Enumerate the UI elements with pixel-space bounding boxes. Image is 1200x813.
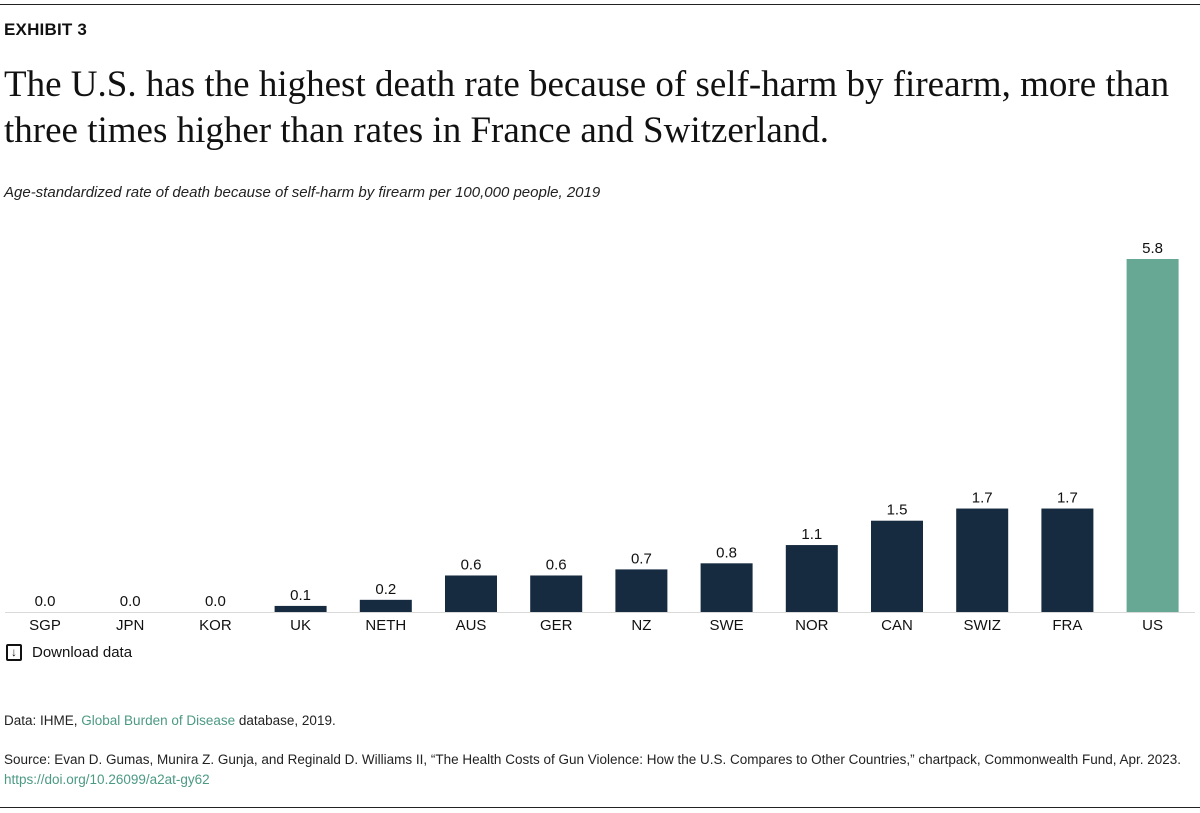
data-note-prefix: Data: IHME, xyxy=(4,713,82,728)
tick-label-fra: FRA xyxy=(1052,617,1082,634)
value-label-sgp: 0.0 xyxy=(35,593,56,610)
chart-subtitle: Age-standardized rate of death because o… xyxy=(4,184,601,201)
tick-label-nz: NZ xyxy=(631,617,651,634)
download-data-button[interactable]: ↓ Download data xyxy=(6,644,132,661)
tick-label-swe: SWE xyxy=(710,617,744,634)
bar-nz xyxy=(615,569,668,612)
value-label-aus: 0.6 xyxy=(461,556,482,573)
value-label-swiz: 1.7 xyxy=(972,490,993,507)
tick-label-neth: NETH xyxy=(365,617,406,634)
chart-title: The U.S. has the highest death rate beca… xyxy=(4,64,1170,151)
download-label: Download data xyxy=(32,644,133,661)
tick-label-can: CAN xyxy=(881,617,913,634)
tick-label-us: US xyxy=(1142,617,1163,634)
tick-label-kor: KOR xyxy=(199,617,232,634)
top-rule xyxy=(0,4,1200,5)
value-label-jpn: 0.0 xyxy=(120,593,141,610)
tick-label-aus: AUS xyxy=(456,617,487,634)
value-label-can: 1.5 xyxy=(887,502,908,519)
tick-label-ger: GER xyxy=(540,617,573,634)
value-label-swe: 0.8 xyxy=(716,544,737,561)
bar-nor xyxy=(785,545,838,612)
doi-link[interactable]: https://doi.org/10.26099/a2at-gy62 xyxy=(4,772,210,787)
tick-label-jpn: JPN xyxy=(116,617,144,634)
tick-label-uk: UK xyxy=(290,617,311,634)
tick-label-nor: NOR xyxy=(795,617,829,634)
value-label-us: 5.8 xyxy=(1142,240,1163,257)
bar-swiz xyxy=(956,508,1009,612)
bar-ger xyxy=(530,575,583,612)
bar-neth xyxy=(359,599,412,612)
value-label-neth: 0.2 xyxy=(375,581,396,598)
bar-aus xyxy=(445,575,497,612)
bar-chart: 0.0 SGP 0.0 JPN 0.0 KOR 0.1 UK 0.2 NETH 0.6 AUS 0.6 G… xyxy=(5,240,1195,634)
value-label-nz: 0.7 xyxy=(631,550,652,567)
bar-fra xyxy=(1041,508,1094,612)
gbd-link[interactable]: Global Burden of Disease xyxy=(81,713,236,728)
tick-label-sgp: SGP xyxy=(29,617,61,634)
value-label-uk: 0.1 xyxy=(290,587,311,604)
tick-label-swiz: SWIZ xyxy=(963,617,1001,634)
exhibit-label: EXHIBIT 3 xyxy=(4,20,88,39)
data-note-suffix: database, 2019. xyxy=(235,713,336,728)
download-icon: ↓ xyxy=(6,644,22,661)
bottom-rule xyxy=(0,807,1200,808)
value-label-kor: 0.0 xyxy=(205,593,226,610)
bar-us xyxy=(1126,259,1179,612)
value-label-fra: 1.7 xyxy=(1057,490,1078,507)
source-note: Source: Evan D. Gumas, Munira Z. Gunja, … xyxy=(4,750,1194,790)
data-note: Data: IHME, Global Burden of Disease dat… xyxy=(4,713,336,728)
value-label-ger: 0.6 xyxy=(546,556,567,573)
bar-uk xyxy=(274,605,327,612)
value-label-nor: 1.1 xyxy=(801,526,822,543)
bar-swe xyxy=(700,563,753,612)
bar-can xyxy=(871,520,923,612)
source-text: Source: Evan D. Gumas, Munira Z. Gunja, … xyxy=(4,752,1182,767)
